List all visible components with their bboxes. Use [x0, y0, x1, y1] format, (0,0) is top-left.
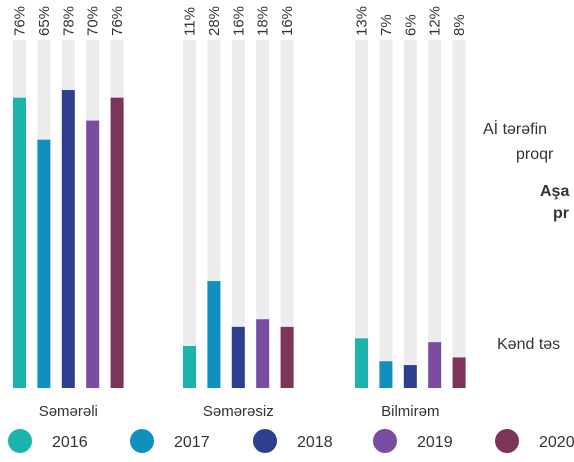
bar — [428, 342, 442, 388]
category-label: Bilmirəm — [381, 403, 439, 420]
annotation: Aşa — [540, 183, 569, 200]
bar — [231, 326, 245, 388]
legend-marker — [373, 429, 397, 453]
category-label: Səmərəsiz — [203, 403, 274, 420]
value-label: 70% — [85, 6, 102, 36]
value-label: 8% — [451, 14, 468, 36]
value-label: 7% — [378, 14, 395, 36]
bar — [183, 345, 196, 388]
category-label: Səmərəli — [39, 403, 98, 420]
bar-track — [231, 40, 245, 388]
bar — [13, 97, 26, 389]
value-label: 13% — [354, 6, 371, 36]
value-label: 78% — [60, 6, 77, 36]
bar-track — [183, 40, 196, 388]
annotation: proqr — [516, 146, 554, 163]
legend-marker — [253, 429, 277, 453]
legend-marker — [495, 429, 519, 453]
bar-track — [428, 40, 442, 388]
bar-track — [379, 40, 393, 388]
value-label: 76% — [12, 6, 29, 36]
bar — [256, 319, 270, 388]
legend-label: 2018 — [297, 434, 333, 451]
legend-label: 2017 — [174, 434, 210, 451]
legend-label: 2019 — [417, 434, 453, 451]
bar-track — [280, 40, 294, 388]
legend-marker — [130, 429, 154, 453]
bar — [37, 139, 51, 388]
annotation: Aİ tərəfin — [483, 119, 547, 138]
bar — [207, 281, 221, 388]
bar — [355, 338, 368, 388]
value-label: 12% — [427, 6, 444, 36]
annotation: pr — [553, 205, 569, 222]
bar — [379, 361, 393, 388]
bar — [452, 357, 466, 388]
value-label: 6% — [402, 14, 419, 36]
bar-track — [403, 40, 417, 388]
bar — [86, 120, 100, 388]
bar-track — [355, 40, 368, 388]
bar — [280, 326, 294, 388]
bar — [110, 97, 124, 389]
value-label: 16% — [279, 6, 296, 36]
value-label: 11% — [182, 7, 199, 36]
legend-label: 2016 — [52, 434, 88, 451]
value-label: 65% — [36, 6, 53, 36]
bar-track — [452, 40, 466, 388]
value-label: 16% — [230, 6, 247, 36]
legend-marker — [8, 429, 32, 453]
value-label: 76% — [109, 6, 126, 36]
bar-track — [256, 40, 270, 388]
annotation: Kənd təs — [497, 336, 560, 353]
bar — [61, 90, 75, 388]
value-label: 18% — [255, 6, 272, 36]
legend-label: 2020 — [539, 434, 574, 451]
value-label: 28% — [206, 6, 223, 36]
bar — [403, 365, 417, 388]
